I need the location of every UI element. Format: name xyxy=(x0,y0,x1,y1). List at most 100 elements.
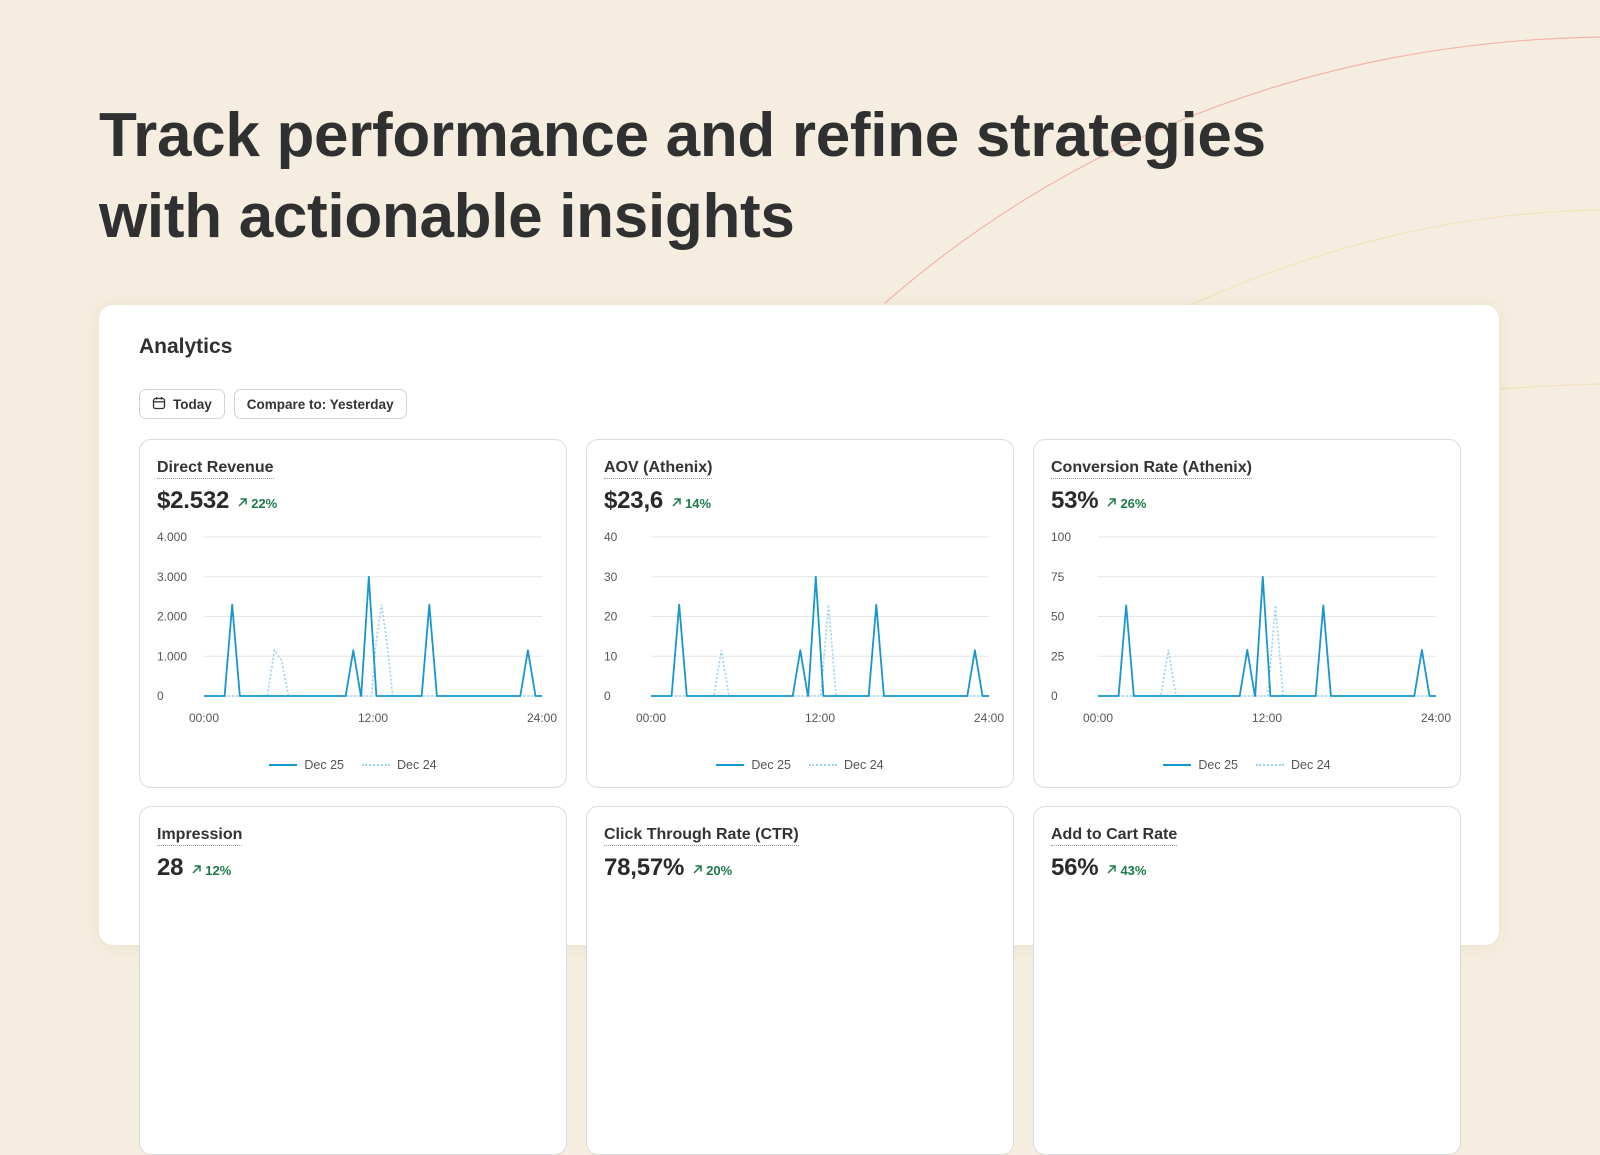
metric-delta: 12% xyxy=(191,863,231,878)
metric-value-row: 56% 43% xyxy=(1051,854,1146,882)
metric-value: 28 xyxy=(157,854,184,881)
arrow-up-right-icon xyxy=(237,496,248,511)
metric-card[interactable]: Direct Revenue $2.532 22% 0 1.000 2.000 3.000 4… xyxy=(139,439,567,788)
metric-card[interactable]: Impression 28 12% xyxy=(139,806,567,1155)
metric-title: Conversion Rate (Athenix) xyxy=(1051,458,1252,479)
y-tick-label: 10 xyxy=(604,649,618,663)
arrow-up-right-icon xyxy=(1106,863,1117,878)
y-tick-label: 25 xyxy=(1051,649,1065,663)
calendar-icon xyxy=(152,396,166,413)
metric-card[interactable]: Conversion Rate (Athenix) 53% 26% 0 25 50 75 10… xyxy=(1033,439,1461,788)
metric-delta-value: 22% xyxy=(251,496,278,511)
legend-item-current[interactable]: Dec 25 xyxy=(269,758,344,772)
metric-value: 56% xyxy=(1051,854,1099,881)
date-range-button[interactable]: Today xyxy=(139,389,225,419)
x-tick-label: 00:00 xyxy=(1083,711,1113,725)
x-tick-label: 12:00 xyxy=(358,711,388,725)
metric-card[interactable]: Click Through Rate (CTR) 78,57% 20% xyxy=(586,806,1014,1155)
metric-title: Direct Revenue xyxy=(157,458,274,479)
series-line-current xyxy=(204,575,542,697)
line-chart: 0 1.000 2.000 3.000 4.000 00:00 12:00 24:00 xyxy=(157,530,557,725)
filter-bar: Today Compare to: Yesterday xyxy=(139,389,407,419)
arrow-up-right-icon xyxy=(1106,496,1117,511)
metric-value: 53% xyxy=(1051,487,1099,514)
metric-value-row: 28 12% xyxy=(157,854,231,882)
y-tick-label: 0 xyxy=(1051,689,1058,703)
legend-label: Dec 24 xyxy=(397,758,437,772)
legend-item-current[interactable]: Dec 25 xyxy=(1163,758,1238,772)
legend-swatch-solid xyxy=(1163,764,1192,766)
y-tick-label: 100 xyxy=(1051,530,1071,544)
metric-delta: 20% xyxy=(692,863,732,878)
metric-delta-value: 43% xyxy=(1120,863,1147,878)
legend-label: Dec 25 xyxy=(304,758,344,772)
metric-value-row: 53% 26% xyxy=(1051,487,1146,515)
series-line-previous xyxy=(1098,605,1436,697)
y-tick-label: 75 xyxy=(1051,570,1065,584)
panel-title: Analytics xyxy=(139,335,233,358)
line-chart: 0 10 20 30 40 00:00 12:00 24:00 xyxy=(604,530,1004,725)
legend-item-current[interactable]: Dec 25 xyxy=(716,758,791,772)
compare-button[interactable]: Compare to: Yesterday xyxy=(233,389,407,419)
y-tick-label: 2.000 xyxy=(157,610,187,624)
legend-item-previous[interactable]: Dec 24 xyxy=(362,758,437,772)
y-tick-label: 3.000 xyxy=(157,570,187,584)
metric-card[interactable]: Add to Cart Rate 56% 43% xyxy=(1033,806,1461,1155)
metric-value: $23,6 xyxy=(604,487,664,514)
legend-swatch-dotted xyxy=(809,764,837,766)
legend-item-previous[interactable]: Dec 24 xyxy=(809,758,884,772)
metric-title: Impression xyxy=(157,825,243,846)
x-tick-label: 00:00 xyxy=(189,711,219,725)
metric-title: Click Through Rate (CTR) xyxy=(604,825,799,846)
y-tick-label: 1.000 xyxy=(157,649,187,663)
legend-swatch-dotted xyxy=(362,764,390,766)
y-tick-label: 0 xyxy=(604,689,611,703)
metric-delta: 14% xyxy=(671,496,711,511)
page-headline: Track performance and refine strategies … xyxy=(99,101,1266,251)
metric-delta: 43% xyxy=(1106,863,1146,878)
legend-swatch-dotted xyxy=(1256,764,1284,766)
metric-title: AOV (Athenix) xyxy=(604,458,713,479)
metric-value-row: 78,57% 20% xyxy=(604,854,732,882)
legend-label: Dec 25 xyxy=(1198,758,1238,772)
x-tick-label: 12:00 xyxy=(805,711,835,725)
metric-delta-value: 14% xyxy=(685,496,712,511)
y-tick-label: 40 xyxy=(604,530,618,544)
y-tick-label: 50 xyxy=(1051,610,1065,624)
chart-legend: Dec 25 Dec 24 xyxy=(587,758,1013,772)
legend-swatch-solid xyxy=(269,764,298,766)
y-tick-label: 20 xyxy=(604,610,618,624)
legend-swatch-solid xyxy=(716,764,745,766)
series-line-current xyxy=(651,575,989,697)
arrow-up-right-icon xyxy=(191,863,202,878)
metric-delta: 26% xyxy=(1106,496,1146,511)
x-tick-label: 24:00 xyxy=(527,711,557,725)
arrow-up-right-icon xyxy=(692,863,703,878)
arrow-up-right-icon xyxy=(671,496,682,511)
line-chart: 0 25 50 75 100 00:00 12:00 24:00 xyxy=(1051,530,1451,725)
metric-value: 78,57% xyxy=(604,854,685,881)
metric-delta: 22% xyxy=(237,496,277,511)
x-tick-label: 24:00 xyxy=(974,711,1004,725)
date-range-label: Today xyxy=(173,396,212,412)
compare-label: Compare to: Yesterday xyxy=(246,396,394,412)
x-tick-label: 00:00 xyxy=(636,711,666,725)
chart-legend: Dec 25 Dec 24 xyxy=(140,758,566,772)
x-tick-label: 24:00 xyxy=(1421,711,1451,725)
y-tick-label: 0 xyxy=(157,689,164,703)
y-tick-label: 30 xyxy=(604,570,618,584)
series-line-current xyxy=(1098,575,1436,697)
metric-card[interactable]: AOV (Athenix) $23,6 14% 0 10 20 30 40 00:00 12:00… xyxy=(586,439,1014,788)
metric-value-row: $2.532 22% xyxy=(157,487,277,515)
metric-delta-value: 20% xyxy=(706,863,733,878)
legend-label: Dec 24 xyxy=(1291,758,1331,772)
y-tick-label: 4.000 xyxy=(157,530,187,544)
metric-delta-value: 12% xyxy=(205,863,232,878)
legend-label: Dec 24 xyxy=(844,758,884,772)
metric-value: $2.532 xyxy=(157,487,230,514)
legend-label: Dec 25 xyxy=(751,758,791,772)
analytics-panel: Analytics Today Compare to: Yesterday Di… xyxy=(99,305,1499,1155)
metric-title: Add to Cart Rate xyxy=(1051,825,1178,846)
legend-item-previous[interactable]: Dec 24 xyxy=(1256,758,1331,772)
metric-value-row: $23,6 14% xyxy=(604,487,711,515)
